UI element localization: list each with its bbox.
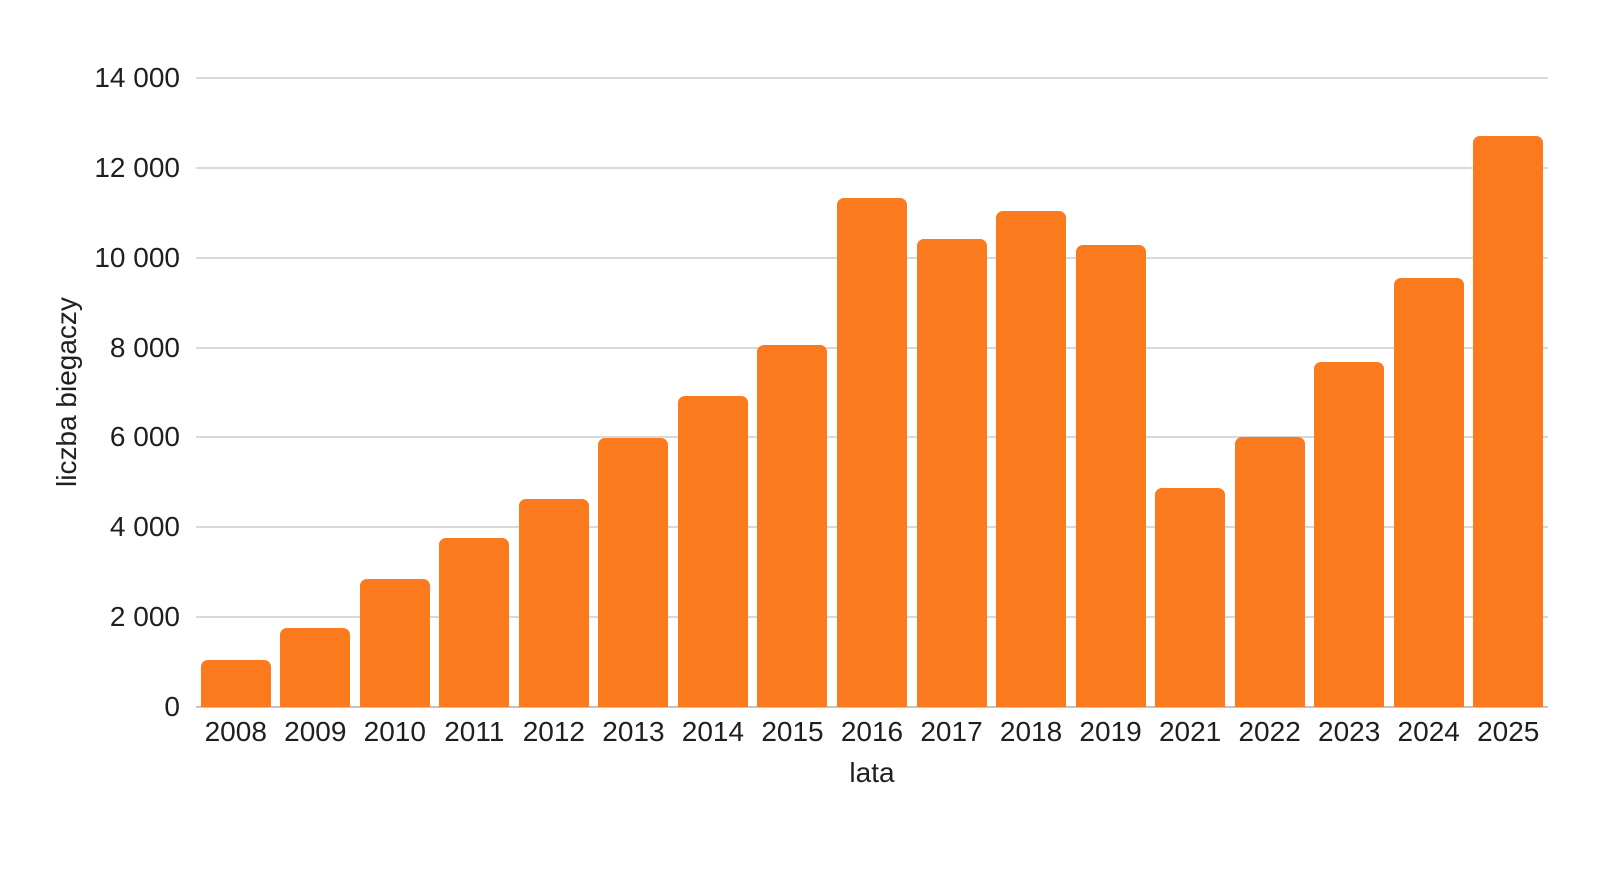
bar-2013 [598,438,669,707]
bar-2011 [439,537,510,707]
bar-2019 [1075,245,1146,707]
y-tick-label: 12 000 [94,151,180,183]
y-tick-label: 2 000 [109,601,180,633]
y-tick-label: 0 [164,691,180,722]
x-axis-title: lata [849,757,895,788]
bar-2015 [757,345,828,707]
bar-2014 [677,396,748,707]
x-tick-label: 2018 [999,716,1063,747]
x-tick-label: 2024 [1397,716,1460,747]
x-tick-label: 2023 [1318,716,1381,747]
x-tick-label: 2022 [1238,716,1301,747]
x-tick-label: 2014 [681,716,745,747]
x-tick-label: 2016 [840,716,904,747]
y-tick-label: 8 000 [109,331,180,363]
x-tick-label: 2019 [1079,716,1142,747]
x-tick-label: 2017 [920,716,983,747]
bar-2017 [916,238,987,707]
bar-2018 [996,211,1067,707]
x-tick-label: 2025 [1477,716,1540,747]
x-axis-line [196,706,1548,708]
y-tick-label: 4 000 [109,511,180,543]
gridline [196,166,1548,169]
bar-2016 [837,197,907,707]
bar-2009 [280,628,351,707]
x-tick-label: 2021 [1158,716,1222,747]
x-tick-label: 2012 [522,716,586,747]
bar-2024 [1393,277,1464,707]
y-tick-label: 14 000 [94,62,180,93]
x-tick-label: 2011 [444,716,505,747]
x-tick-label: 2015 [761,716,824,747]
x-tick-label: 2009 [284,716,347,747]
y-tick-label: 10 000 [94,241,180,273]
gridline [196,77,1548,79]
x-tick-label: 2008 [204,716,267,747]
y-axis-title: liczba biegaczy [51,296,82,487]
x-tick-label: 2010 [363,716,426,747]
bar-2012 [518,498,589,707]
bar-2008 [200,659,271,707]
bar-2010 [359,578,430,707]
bar-2023 [1314,361,1385,707]
bar-2021 [1155,487,1226,707]
x-tick-label: 2013 [602,716,665,747]
y-tick-label: 6 000 [109,421,180,453]
bar-2025 [1473,135,1544,707]
bar-2022 [1234,436,1305,707]
